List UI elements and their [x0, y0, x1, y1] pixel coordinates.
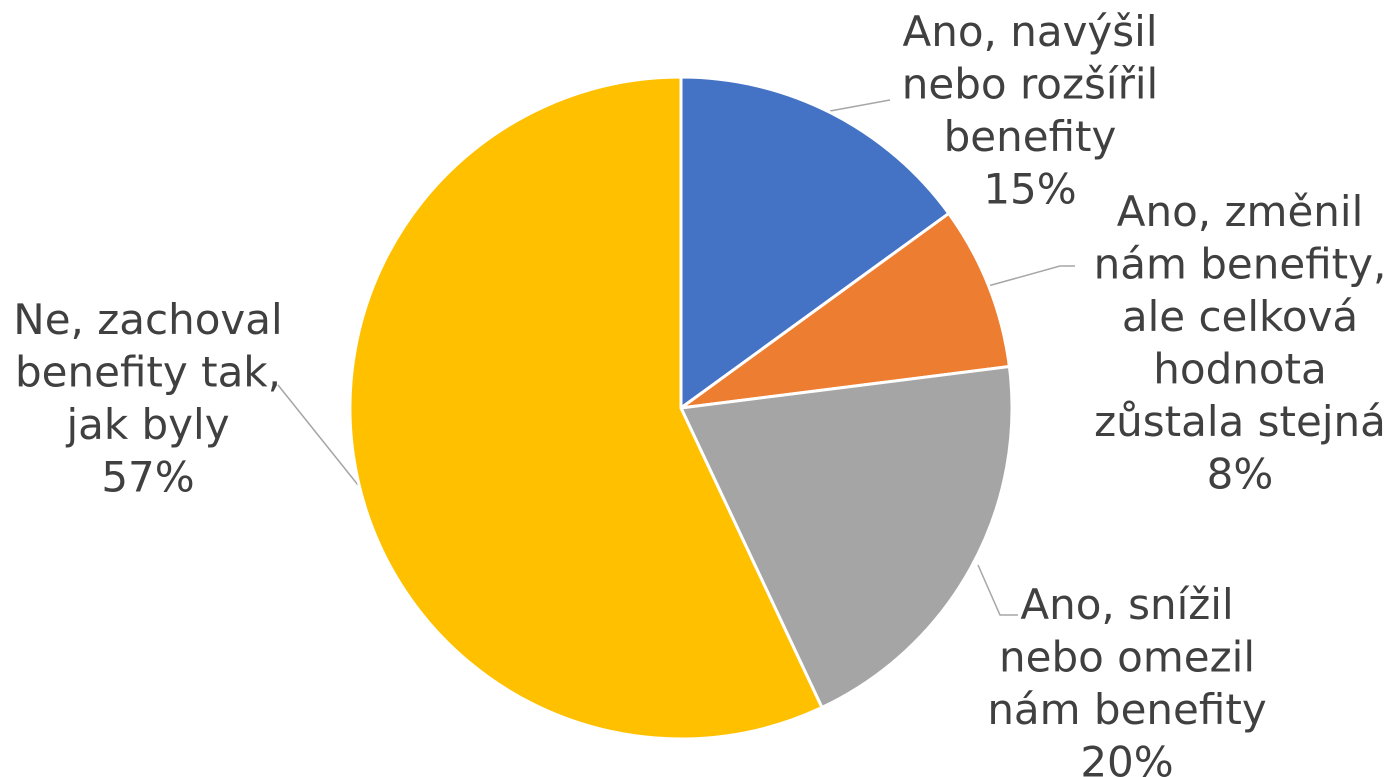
slice-label-line: ale celková	[1122, 292, 1358, 341]
slice-value-label: 57%	[101, 453, 194, 502]
slice-label-line: benefity	[944, 112, 1117, 161]
pie-slices	[348, 75, 1014, 741]
slice-label-line: zůstala stejná	[1094, 397, 1386, 446]
slice-label-line: Ano, snížil	[1020, 580, 1233, 629]
slice-label-line: nebo omezil	[999, 633, 1255, 682]
slice-label-line: Ne, zachoval	[13, 295, 282, 344]
pie-slice-1	[679, 75, 951, 411]
slice-value-label: 15%	[983, 165, 1076, 214]
leader-line-slice-3	[977, 564, 1018, 616]
slice-label-line: Ano, změnil	[1117, 187, 1364, 236]
slice-label-line: Ano, navýšil	[902, 7, 1157, 56]
slice-label-line: benefity tak,	[15, 348, 281, 397]
slice-label-ne-zachoval: Ne, zachoval benefity tak, jak byly 57%	[13, 295, 282, 502]
pie-slice-3	[678, 364, 1014, 710]
slice-label-line: jak byly	[65, 400, 229, 449]
leader-line-slice-1	[829, 99, 891, 112]
pie-slice-4	[348, 75, 824, 741]
slice-label-ano-navysil: Ano, navýšil nebo rozšířil benefity 15%	[902, 7, 1158, 214]
slice-value-label: 8%	[1207, 450, 1274, 499]
slice-label-line: nám benefity,	[1094, 240, 1387, 289]
slice-label-line: hodnota	[1153, 345, 1327, 394]
leader-line-slice-2	[987, 265, 1075, 287]
slice-labels: Ano, navýšil nebo rozšířil benefity 15% Ano…	[13, 7, 1386, 777]
slice-label-ano-snizil: Ano, snížil nebo omezil nám benefity 20%	[987, 580, 1266, 777]
slice-value-label: 20%	[1080, 738, 1173, 777]
slice-label-line: nebo rozšířil	[902, 60, 1158, 109]
leader-line-slice-4	[277, 384, 359, 486]
slice-label-line: nám benefity	[987, 685, 1266, 734]
pie-slice-2	[680, 211, 1012, 410]
slice-label-ano-zmenil: Ano, změnil nám benefity, ale celková hodno…	[1094, 187, 1387, 499]
leader-lines	[277, 99, 1075, 616]
